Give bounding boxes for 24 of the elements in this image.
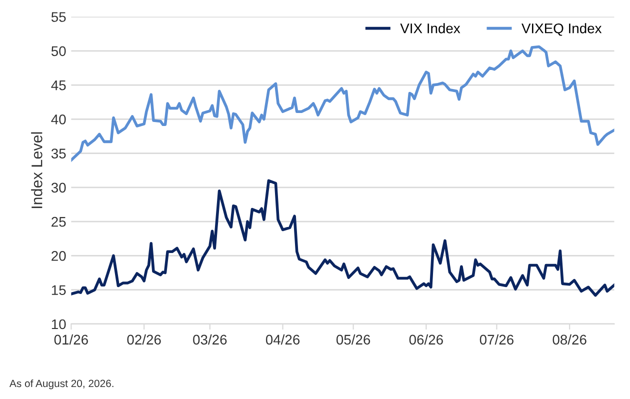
line-series [71,45,614,162]
y-tick-label: 45 [51,80,66,90]
y-tick-label: 10 [52,319,66,330]
legend-label: VIXEQ Index [522,23,602,36]
text: As of August 20, 2026. [9,379,114,390]
x-tick-label: 03/26 [193,334,227,345]
x-tick-label: 01/26 [54,334,88,345]
y-tick-label: 55 [51,12,66,22]
x-tick-label: 08/26 [552,334,586,345]
x-tick-label: 02/26 [127,334,161,345]
line-series [71,179,614,297]
x-tick-label: 07/26 [480,334,514,345]
x-tick-label: 05/26 [336,334,370,345]
y-axis-title: Index Level [31,132,42,208]
x-tick-label: 06/26 [409,334,443,345]
y-tick-label: 35 [51,148,66,158]
legend-label: VIX Index [400,23,460,34]
y-tick-label: 25 [52,216,66,227]
y-tick-label: 40 [51,114,66,124]
y-tick-label: 20 [52,251,66,261]
y-tick-label: 15 [52,285,66,296]
y-tick-label: 30 [51,182,66,193]
y-tick-label: 50 [51,46,66,56]
x-tick-label: 04/26 [266,334,300,345]
